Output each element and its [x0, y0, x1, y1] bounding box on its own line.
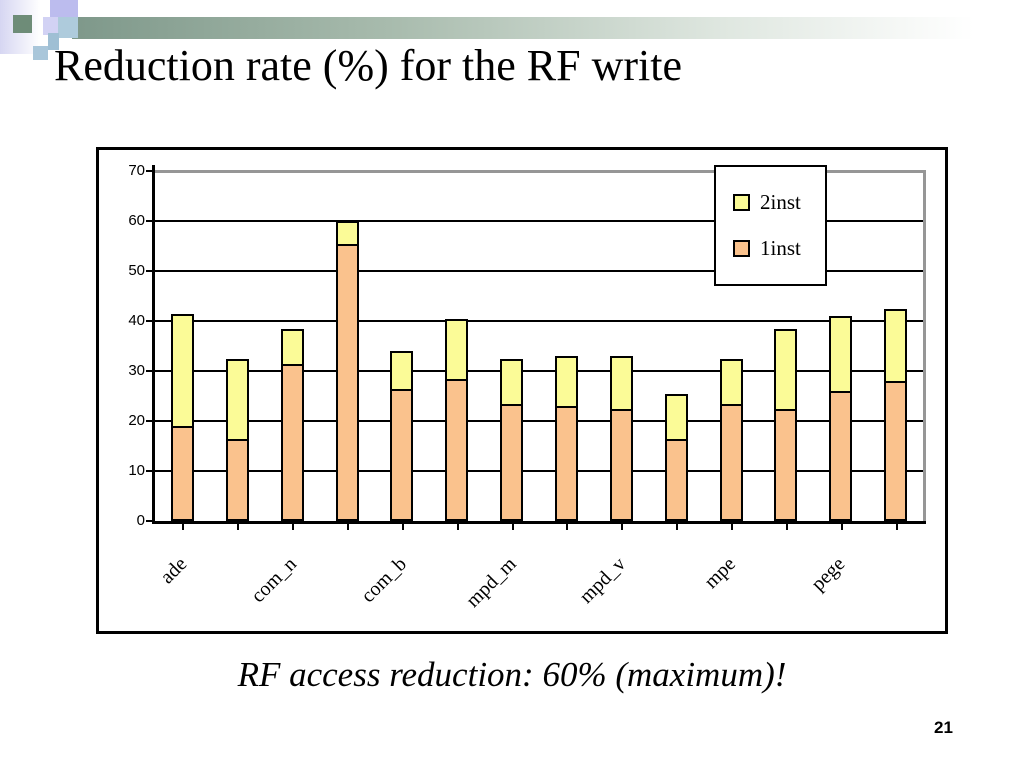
legend-swatch-1inst: [733, 240, 750, 257]
gridline-30: [155, 370, 923, 372]
gridline-50: [155, 270, 923, 272]
plot-border-top: [155, 170, 926, 173]
bar-pege-a-1inst: [829, 391, 853, 521]
slide-title: Reduction rate (%) for the RF write: [54, 41, 683, 90]
plot-border-right: [923, 170, 926, 522]
caption-text: RF access reduction: 60% (maximum)!: [237, 655, 787, 694]
x-axis-label-com_b: com_b: [356, 553, 411, 608]
bar-mpd_v-b-2inst: [664, 393, 688, 439]
x-axis-label-com_n: com_n: [247, 553, 302, 608]
legend-entry-1inst: 1inst: [733, 238, 825, 259]
legend-label-1inst: 1inst: [760, 236, 801, 260]
x-tick-1: [237, 524, 240, 530]
y-tick-50: [146, 270, 152, 272]
bar-ade-b-2inst: [225, 358, 249, 439]
bar-mpd_m-b-2inst: [554, 356, 578, 406]
bar-pege-b-1inst: [884, 381, 908, 521]
x-tick-2: [292, 524, 295, 530]
bar-ade-a-2inst: [170, 313, 194, 426]
bar-com_b-a-2inst: [390, 351, 414, 389]
y-axis-label-20: 20: [128, 412, 145, 429]
pixel-decoration-lightblue-square: [58, 17, 78, 38]
gridline-20: [155, 420, 923, 422]
gridline-40: [155, 320, 923, 322]
x-tick-5: [456, 524, 459, 530]
chart-frame: 2inst 1inst 0 10 20 30 40 50 60 70 ade com_n com_b…: [96, 147, 948, 634]
bar-mpd_v-a-1inst: [609, 408, 633, 521]
bar-mpd_m-a-1inst: [500, 403, 524, 521]
bar-com_b-b-2inst: [445, 318, 469, 379]
bar-mpe-a-2inst: [719, 358, 743, 404]
x-axis-label-mpd_v: mpd_v: [575, 553, 631, 608]
y-tick-30: [146, 370, 152, 372]
y-axis-label-60: 60: [128, 212, 145, 229]
y-axis-label-70: 70: [128, 162, 145, 179]
pixel-decoration-green-square: [13, 15, 32, 33]
x-tick-11: [785, 524, 788, 530]
legend-entry-2inst: 2inst: [733, 192, 825, 213]
y-axis-line: [152, 165, 155, 524]
bar-com_n-b-1inst: [335, 243, 359, 521]
x-axis-label-ade: ade: [156, 553, 192, 589]
y-axis-label-40: 40: [128, 312, 145, 329]
x-tick-9: [676, 524, 679, 530]
x-tick-8: [621, 524, 624, 530]
y-tick-60: [146, 220, 152, 222]
x-axis-label-mpd_m: mpd_m: [461, 553, 521, 612]
x-tick-3: [347, 524, 349, 530]
x-axis-label-mpe: mpe: [700, 553, 740, 593]
chart-legend: 2inst 1inst: [714, 165, 827, 286]
legend-label-2inst: 2inst: [760, 190, 801, 214]
bar-mpe-b-1inst: [774, 408, 798, 521]
pixel-decoration-steelblue-square: [48, 33, 59, 50]
x-axis-label-pege: pege: [807, 553, 850, 596]
y-tick-0: [146, 520, 152, 522]
bar-mpd_m-a-2inst: [500, 358, 524, 404]
bar-com_n-b-2inst: [335, 221, 359, 244]
gridline-60: [155, 220, 923, 222]
bar-pege-b-2inst: [884, 308, 908, 381]
x-tick-4: [401, 524, 404, 530]
chart-plot-area: 2inst 1inst 0 10 20 30 40 50 60 70 ade com_n com_b…: [99, 150, 945, 631]
bar-com_b-a-1inst: [390, 388, 414, 521]
bar-pege-a-2inst: [829, 316, 853, 391]
y-axis-label-30: 30: [128, 362, 145, 379]
bar-com_b-b-1inst: [445, 378, 469, 521]
bar-mpd_m-b-1inst: [554, 406, 578, 521]
y-axis-label-50: 50: [128, 262, 145, 279]
bar-com_n-a-1inst: [280, 363, 304, 521]
x-axis-line: [152, 521, 926, 524]
y-tick-70: [146, 170, 152, 172]
y-axis-label-10: 10: [128, 462, 145, 479]
y-tick-40: [146, 320, 152, 322]
bar-ade-b-1inst: [225, 438, 249, 521]
bar-com_n-a-2inst: [280, 328, 304, 364]
x-tick-6: [511, 524, 514, 530]
bar-mpe-a-1inst: [719, 403, 743, 521]
pixel-decoration-blue-square: [33, 46, 48, 60]
y-axis-label-0: 0: [136, 512, 145, 529]
pixel-decoration-lavender-square: [43, 17, 58, 35]
x-tick-12: [840, 524, 843, 530]
legend-swatch-2inst: [733, 194, 750, 211]
page-number: 21: [934, 718, 953, 737]
x-tick-10: [731, 524, 733, 530]
pixel-decoration-periwinkle-square: [50, 0, 78, 17]
bar-mpd_v-b-1inst: [664, 438, 688, 521]
x-tick-7: [566, 524, 569, 530]
bar-mpd_v-a-2inst: [609, 356, 633, 409]
bar-mpe-b-2inst: [774, 328, 798, 409]
header-gradient-bar: [72, 17, 1002, 39]
gridline-10: [155, 470, 923, 472]
y-tick-20: [146, 420, 152, 422]
bar-ade-a-1inst: [170, 426, 194, 521]
x-tick-13: [895, 524, 898, 530]
y-tick-10: [146, 470, 152, 472]
x-tick-0: [182, 524, 185, 530]
